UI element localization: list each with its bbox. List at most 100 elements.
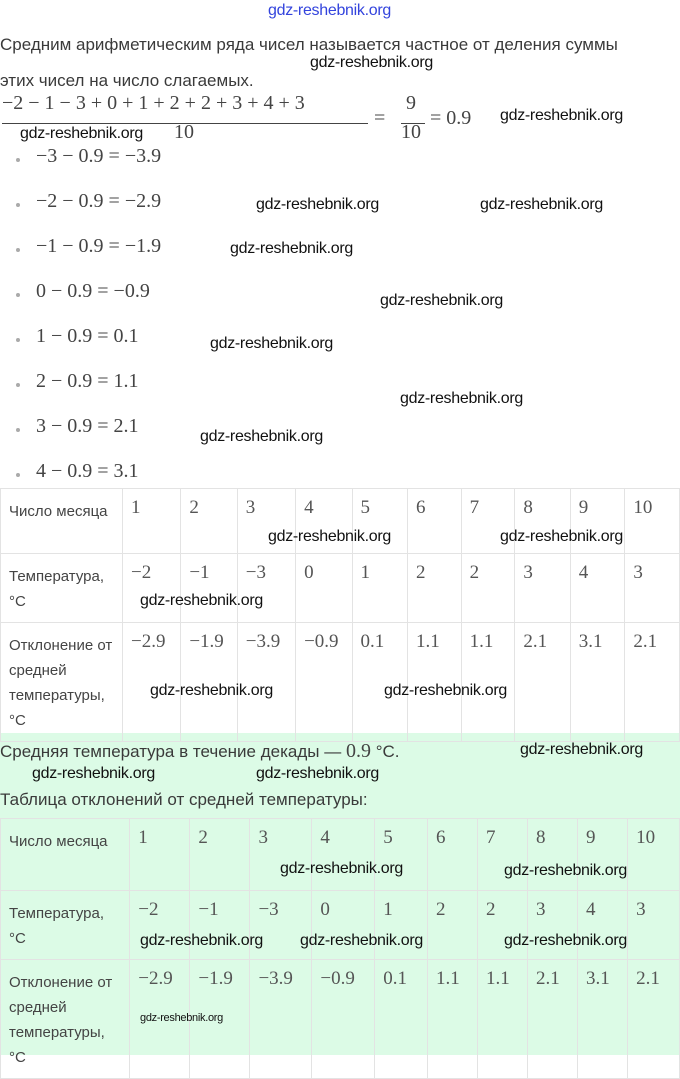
watermark: gdz-reshebnik.org bbox=[400, 390, 523, 407]
deviation-item: −2 − 0.9 = −2.9 bbox=[36, 190, 162, 212]
table-cell: 4 bbox=[569, 553, 626, 623]
table-cell: −0.9 bbox=[295, 622, 353, 742]
table-cell: 5 bbox=[351, 488, 409, 554]
table-cell: 1 bbox=[374, 890, 428, 960]
row-label: Отклонение от средней температуры, °C bbox=[0, 622, 124, 742]
deviation-item: −3 − 0.9 = −3.9 bbox=[36, 145, 162, 167]
table-cell: 4 bbox=[311, 818, 376, 891]
table-cell: −3 bbox=[236, 553, 297, 623]
table-cell: 3 bbox=[514, 553, 571, 623]
table-cell: −1 bbox=[180, 553, 238, 623]
table-cell: 3.1 bbox=[569, 622, 626, 742]
table-cell: 2 bbox=[426, 890, 478, 960]
table-cell: 3 bbox=[624, 553, 680, 623]
intro-line-1: Средним арифметическим ряда чисел называ… bbox=[0, 35, 618, 54]
table-cell: 7 bbox=[460, 488, 516, 554]
table-cell: 3 bbox=[249, 818, 313, 891]
bullet-icon bbox=[16, 338, 20, 342]
watermark: gdz-reshebnik.org bbox=[504, 862, 627, 879]
table-row: Число месяца 1 2 3 4 5 6 7 8 9 10 bbox=[0, 488, 680, 554]
table-cell: 6 bbox=[426, 818, 478, 891]
watermark: gdz-reshebnik.org bbox=[140, 932, 263, 949]
bullet-icon bbox=[16, 293, 20, 297]
watermark: gdz-reshebnik.org bbox=[500, 107, 623, 124]
summary-line: Средняя температура в течение декады — 0… bbox=[0, 740, 400, 763]
table-row: Число месяца 1 2 3 4 5 6 7 8 9 10 bbox=[0, 818, 680, 891]
watermark: gdz-reshebnik.org bbox=[500, 528, 623, 545]
fraction-bar bbox=[2, 123, 368, 124]
deviation-item: 1 − 0.9 = 0.1 bbox=[36, 325, 139, 347]
table-row: Отклонение от средней температуры, °C −2.… bbox=[0, 959, 680, 1079]
row-label: Температура, °C bbox=[0, 553, 124, 623]
watermark: gdz-reshebnik.org bbox=[384, 682, 507, 699]
watermark: gdz-reshebnik.org bbox=[200, 428, 323, 445]
table-cell: −1 bbox=[189, 890, 251, 960]
deviation-item: 2 − 0.9 = 1.1 bbox=[36, 370, 139, 392]
watermark: gdz-reshebnik.org bbox=[150, 682, 273, 699]
table-cell: 1.1 bbox=[476, 959, 529, 1079]
table-cell: −3.9 bbox=[249, 959, 313, 1079]
fraction-denominator: 10 bbox=[174, 121, 194, 143]
summary-text: Средняя температура в течение декады — bbox=[0, 742, 342, 761]
table-cell: 2 bbox=[460, 553, 516, 623]
table-cell: 10 bbox=[627, 818, 680, 891]
table-cell: 2 bbox=[180, 488, 238, 554]
watermark: gdz-reshebnik.org bbox=[280, 860, 403, 877]
table-cell: 2.1 bbox=[627, 959, 680, 1079]
watermark: gdz-reshebnik.org bbox=[32, 765, 155, 782]
table-cell: 3 bbox=[627, 890, 680, 960]
table-cell: −2 bbox=[122, 553, 182, 623]
row-label: Число месяца bbox=[0, 488, 124, 554]
table-row: Температура, °C −2 −1 −3 0 1 2 2 3 4 3 bbox=[0, 553, 680, 623]
watermark: gdz-reshebnik.org bbox=[520, 741, 643, 758]
bullet-icon bbox=[16, 428, 20, 432]
table-cell: −2.9 bbox=[122, 622, 182, 742]
row-label: Отклонение от средней температуры, °C bbox=[0, 959, 131, 1079]
table-cell: −0.9 bbox=[311, 959, 376, 1079]
site-watermark-link[interactable]: gdz-reshebnik.org bbox=[268, 2, 391, 19]
result-fraction-numerator: 9 bbox=[406, 92, 416, 114]
table-cell: 4 bbox=[295, 488, 353, 554]
fraction-numerator: −2 − 1 − 3 + 0 + 1 + 2 + 2 + 3 + 4 + 3 bbox=[2, 92, 305, 114]
table-cell: 6 bbox=[407, 488, 462, 554]
watermark: gdz-reshebnik.org bbox=[230, 240, 353, 257]
watermark: gdz-reshebnik.org bbox=[268, 528, 391, 545]
watermark: gdz-reshebnik.org bbox=[380, 292, 503, 309]
bullet-icon bbox=[16, 158, 20, 162]
table-cell: 8 bbox=[514, 488, 571, 554]
table-cell: 1.1 bbox=[426, 959, 478, 1079]
bullet-icon bbox=[16, 248, 20, 252]
summary-value: 0.9 bbox=[345, 740, 371, 762]
table-cell: 1 bbox=[129, 818, 191, 891]
deviation-table-1: Число месяца 1 2 3 4 5 6 7 8 9 10 Температура, °C −2… bbox=[0, 488, 680, 742]
intro-line-2: этих чисел на число слагаемых. bbox=[0, 71, 254, 90]
table-cell: 2.1 bbox=[526, 959, 579, 1079]
summary-unit: °C. bbox=[375, 742, 400, 761]
table2-title: Таблица отклонений от средней температур… bbox=[0, 790, 368, 809]
watermark: gdz-reshebnik.org bbox=[310, 54, 433, 71]
watermark: gdz-reshebnik.org bbox=[256, 765, 379, 782]
deviation-item: 4 − 0.9 = 3.1 bbox=[36, 460, 139, 482]
deviation-table-2: Число месяца 1 2 3 4 5 6 7 8 9 10 Температура, °C −2… bbox=[0, 818, 680, 1079]
table-cell: −3.9 bbox=[236, 622, 297, 742]
table-cell: 5 bbox=[374, 818, 428, 891]
table-cell: 1 bbox=[122, 488, 182, 554]
table-row: Отклонение от средней температуры, °C −2.… bbox=[0, 622, 680, 742]
watermark: gdz-reshebnik.org bbox=[480, 196, 603, 213]
table-cell: 2 bbox=[476, 890, 529, 960]
table-cell: 2 bbox=[407, 553, 462, 623]
watermark: gdz-reshebnik.org bbox=[504, 932, 627, 949]
deviation-item: 3 − 0.9 = 2.1 bbox=[36, 415, 139, 437]
table-cell: 2 bbox=[189, 818, 251, 891]
bullet-icon bbox=[16, 383, 20, 387]
row-label: Температура, °C bbox=[0, 890, 131, 960]
deviation-item: −1 − 0.9 = −1.9 bbox=[36, 235, 162, 257]
table-cell: 10 bbox=[624, 488, 680, 554]
watermark: gdz-reshebnik.org bbox=[300, 932, 423, 949]
watermark: gdz-reshebnik.org bbox=[210, 335, 333, 352]
table-cell: 3 bbox=[526, 890, 579, 960]
table-cell: −1.9 bbox=[180, 622, 238, 742]
table-row: Температура, °C −2 −1 −3 0 1 2 2 3 4 3 bbox=[0, 890, 680, 960]
table-cell: 3.1 bbox=[577, 959, 629, 1079]
table-cell: 2.1 bbox=[514, 622, 571, 742]
